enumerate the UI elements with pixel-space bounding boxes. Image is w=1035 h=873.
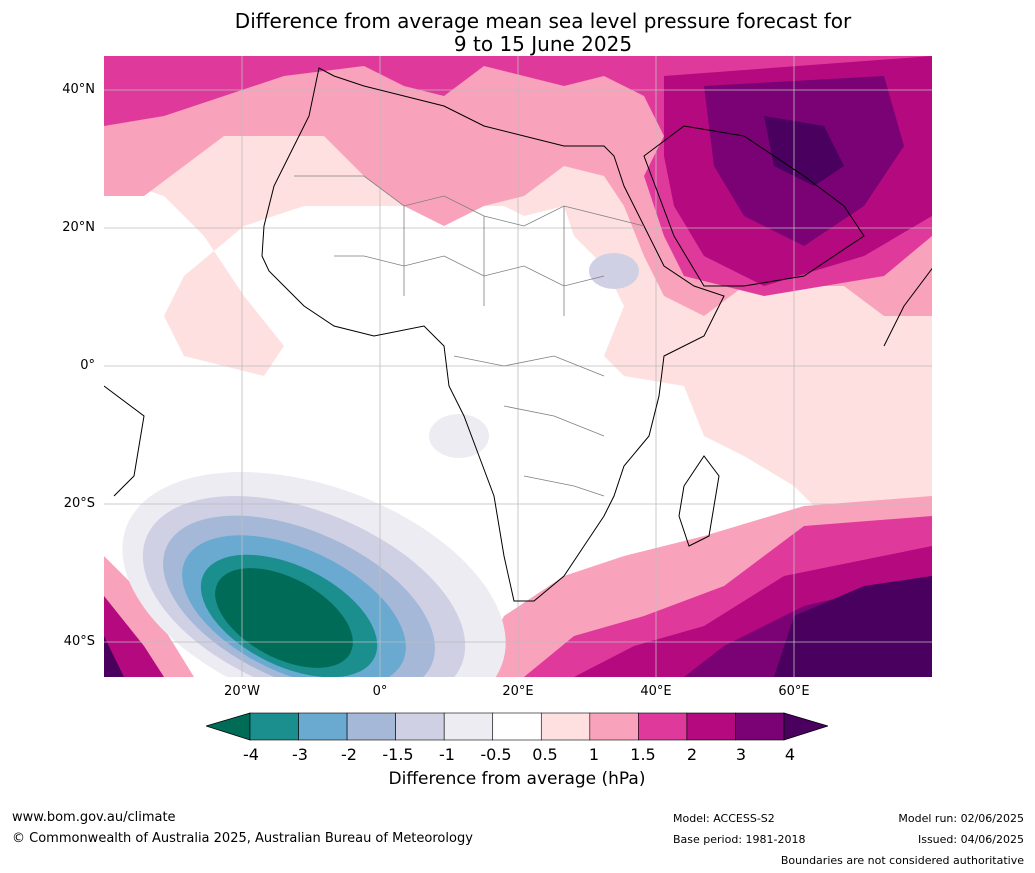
model-run-text: Model run: 02/06/2025 — [898, 812, 1024, 825]
disclaimer-text: Boundaries are not considered authoritat… — [780, 854, 1024, 867]
anomaly-region-peak-positive — [764, 116, 844, 186]
colorbar-tick-label: 1.5 — [630, 745, 656, 764]
lon-label-60e: 60°E — [778, 684, 810, 699]
africa-coastline — [104, 67, 932, 602]
model-text: Model: ACCESS-S2 — [673, 812, 775, 825]
colorbar-tick-label: -2 — [341, 745, 357, 764]
colorbar-tick-label: 2 — [686, 745, 698, 764]
colorbar-cell — [540, 712, 591, 741]
colorbar-label: Difference from average (hPa) — [388, 769, 646, 789]
colorbar-cell — [686, 712, 736, 741]
lat-label-40n: 40°N — [62, 82, 95, 97]
colorbar-tick-label: -4 — [243, 745, 259, 764]
lat-label-20s: 20°S — [63, 496, 95, 511]
colorbar-cell — [395, 712, 445, 741]
colorbar-tick-label: -1.5 — [382, 745, 414, 764]
colorbar-cell — [589, 712, 639, 741]
lat-label-equator: 0° — [80, 358, 95, 373]
colorbar-cell — [298, 712, 348, 741]
colorbar — [206, 712, 828, 741]
map-title: Difference from average mean sea level p… — [104, 10, 982, 56]
colorbar-cell — [492, 712, 542, 741]
colorbar-cell — [638, 712, 688, 741]
colorbar-tick-label: 0.5 — [532, 745, 558, 764]
colorbar-cells — [249, 712, 785, 741]
anomaly-region-negative-small-2 — [589, 253, 639, 289]
lon-label-20w: 20°W — [224, 684, 260, 699]
copyright-text: © Commonwealth of Australia 2025, Austra… — [12, 831, 473, 846]
anomaly-region-south-peak — [774, 576, 932, 677]
colorbar-under-triangle — [206, 712, 251, 741]
title-line-1: Difference from average mean sea level p… — [234, 9, 852, 33]
colorbar-tick-label: -3 — [292, 745, 308, 764]
colorbar-tick-label: -0.5 — [480, 745, 512, 764]
title-line-2: 9 to 15 June 2025 — [453, 32, 633, 56]
colorbar-cell — [346, 712, 396, 741]
lon-label-0: 0° — [372, 684, 388, 699]
website-link[interactable]: www.bom.gov.au/climate — [12, 810, 176, 825]
colorbar-tick-label: 4 — [784, 745, 796, 764]
issued-text: Issued: 04/06/2025 — [917, 833, 1024, 846]
anomaly-region-negative-4 — [215, 568, 353, 668]
colorbar-tick-label: 3 — [735, 745, 747, 764]
pressure-anomaly-map — [104, 56, 932, 677]
colorbar-cell — [249, 712, 299, 741]
colorbar-cell — [443, 712, 494, 741]
country-borders — [294, 175, 645, 497]
colorbar-cell — [735, 712, 785, 741]
anomaly-region-sw-corner-peak — [104, 636, 124, 677]
lon-label-40e: 40°E — [640, 684, 672, 699]
colorbar-over-triangle — [783, 712, 828, 741]
anomaly-region-negative-small — [429, 414, 489, 458]
colorbar-tick-label: 1 — [588, 745, 600, 764]
base-period-text: Base period: 1981-2018 — [673, 833, 806, 846]
lon-label-20e: 20°E — [502, 684, 534, 699]
graticule — [104, 56, 932, 677]
colorbar-tick-label: -1 — [439, 745, 455, 764]
anomaly-region-sw-corner-strong — [104, 596, 164, 677]
lat-label-40s: 40°S — [63, 634, 95, 649]
lat-label-20n: 20°N — [62, 220, 95, 235]
